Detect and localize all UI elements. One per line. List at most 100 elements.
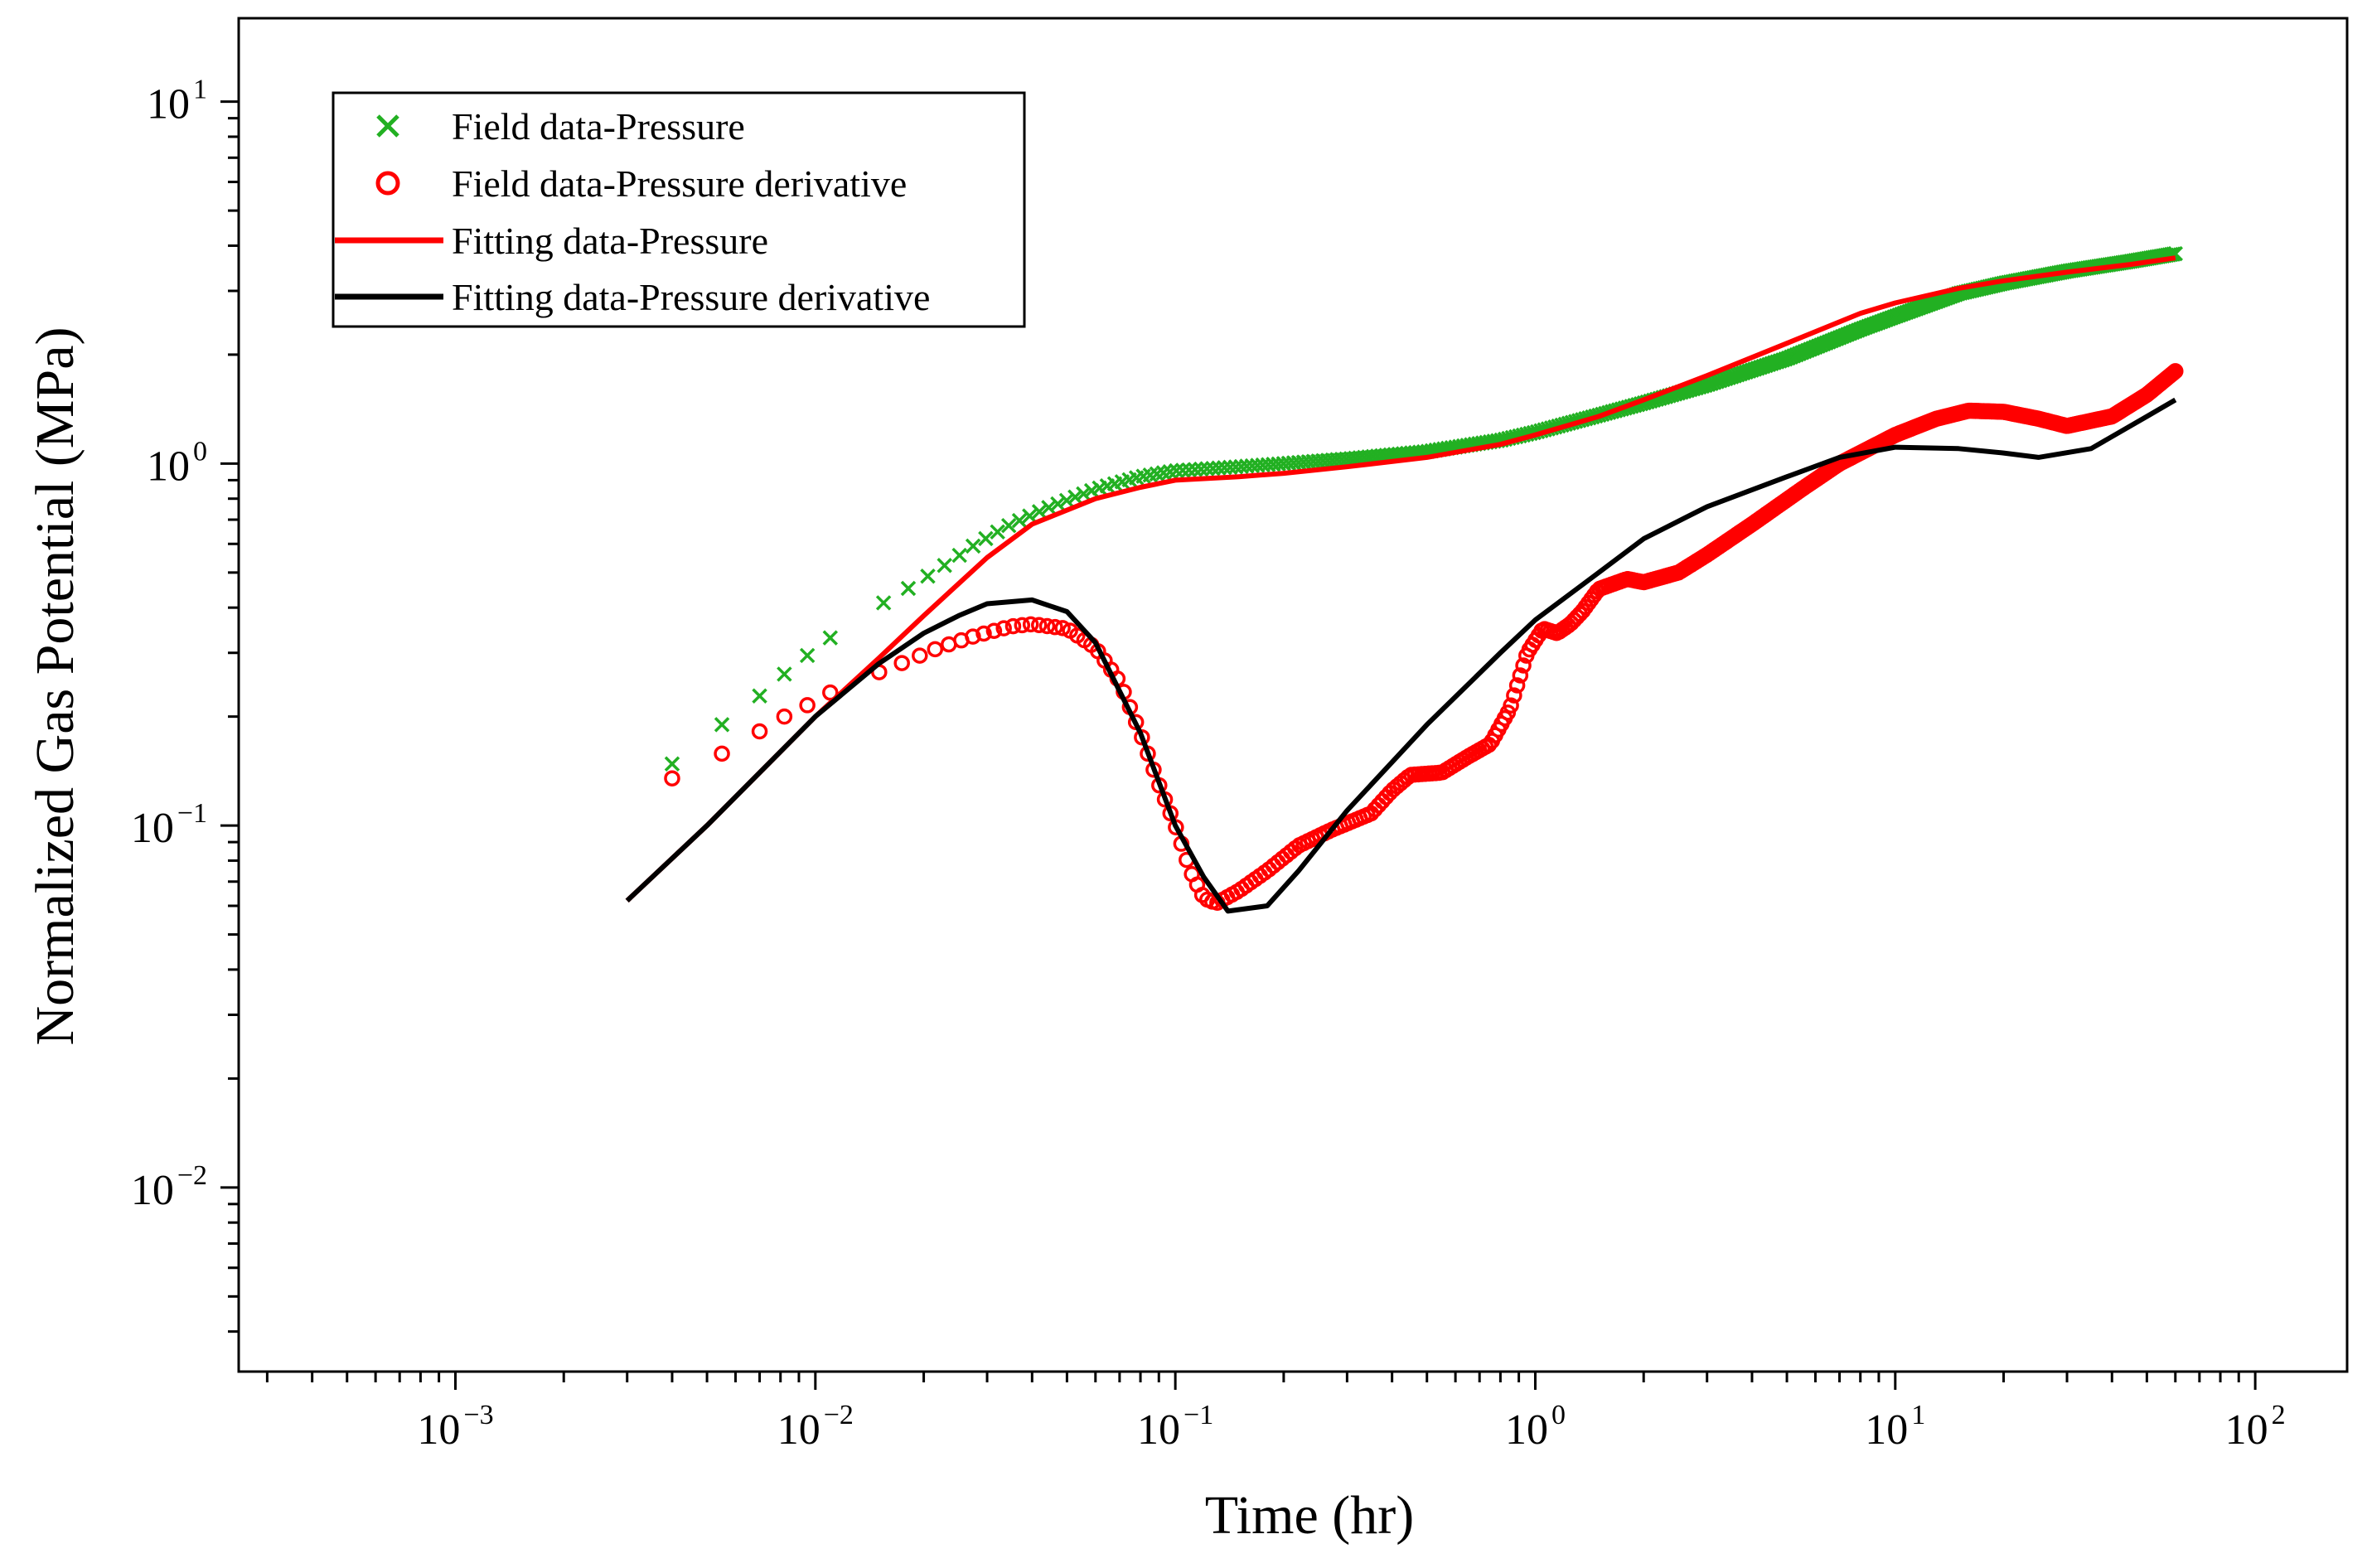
y-tick-base: 10: [131, 805, 174, 852]
data-point-x: [1199, 461, 1215, 477]
data-point-x: [1181, 462, 1197, 478]
x-tick-base: 10: [2225, 1406, 2268, 1454]
data-point-circle: [714, 745, 730, 762]
data-point-circle: [1014, 617, 1031, 634]
data-point-circle: [1047, 618, 1063, 636]
data-point-circle: [893, 655, 910, 671]
data-point-x: [937, 558, 952, 573]
data-point-circle: [1038, 617, 1056, 635]
y-tick-exponent: −1: [177, 798, 207, 829]
data-point-circle: [1004, 617, 1022, 635]
data-point-x: [1000, 517, 1017, 534]
data-point-x: [1174, 462, 1191, 478]
data-point-x: [978, 530, 994, 547]
y-tick-label: 10 −2: [131, 1160, 207, 1214]
y-tick-base: 10: [131, 1167, 174, 1214]
plot-frame: [237, 17, 2349, 1373]
data-point-circle: [1054, 620, 1071, 636]
x-tick-exponent: 2: [2272, 1400, 2286, 1430]
data-point-x: [1076, 486, 1092, 502]
data-point-circle: [799, 697, 816, 714]
x-tick-label: 10 1: [1865, 1400, 1925, 1454]
series-line: [625, 255, 2176, 903]
data-point-x: [714, 717, 730, 733]
x-tick-exponent: 0: [1551, 1400, 1566, 1430]
y-tick-base: 10: [147, 443, 190, 490]
x-tick-base: 10: [1505, 1406, 1548, 1454]
data-point-circle: [927, 641, 944, 658]
data-point-circle: [1506, 687, 1522, 704]
data-point-x: [1041, 500, 1057, 515]
x-tick-label: 10 2: [2225, 1400, 2286, 1454]
data-point-circle: [751, 723, 768, 740]
series-1: [664, 363, 2184, 911]
data-point-x: [951, 547, 967, 564]
legend-box: [332, 91, 1026, 328]
data-point-x: [1193, 461, 1209, 477]
data-point-circle: [985, 622, 1003, 639]
legend-label-field-derivative: Field data-Pressure derivative: [452, 162, 907, 205]
y-tick-exponent: 1: [193, 75, 207, 105]
y-tick-label: 10 1: [147, 75, 207, 128]
y-tick-exponent: −2: [177, 1160, 207, 1191]
data-point-x: [900, 580, 917, 597]
data-point-circle: [1515, 657, 1532, 674]
data-point-x: [990, 524, 1005, 540]
data-point-x: [965, 538, 981, 554]
data-point-x: [752, 688, 767, 704]
legend-marker-x-icon: [376, 114, 399, 138]
legend-label-fitting-derivative: Fitting data-Pressure derivative: [452, 276, 930, 318]
y-axis-title: Normalized Gas Potential (MPa): [25, 327, 85, 1046]
data-point-x: [777, 666, 792, 682]
data-point-x: [1187, 462, 1203, 477]
x-tick-base: 10: [417, 1406, 460, 1454]
data-point-circle: [776, 708, 793, 725]
x-tick-base: 10: [1137, 1406, 1180, 1454]
data-series-layer: [625, 245, 2184, 914]
legend-label-fitting-pressure: Fitting data-Pressure: [452, 220, 768, 262]
data-point-x: [1058, 492, 1075, 509]
data-point-circle: [1022, 616, 1039, 633]
data-point-circle: [995, 620, 1012, 636]
data-point-circle: [975, 625, 992, 642]
y-tick-base: 10: [147, 81, 190, 128]
x-tick-label: 10 0: [1505, 1400, 1566, 1454]
x-tick-base: 10: [1865, 1406, 1908, 1454]
x-tick-label: 10 −3: [417, 1400, 493, 1454]
data-point-circle: [1512, 667, 1529, 684]
data-point-x: [1022, 508, 1038, 524]
data-point-circle: [912, 647, 928, 664]
x-axis-title: Time (hr): [1205, 1485, 1414, 1546]
data-point-x: [664, 756, 680, 772]
data-point-circle: [664, 770, 680, 786]
data-point-x: [799, 647, 816, 664]
data-point-circle: [1508, 677, 1526, 694]
legend-marker-circle-icon: [375, 171, 400, 196]
data-point-x: [1031, 504, 1048, 520]
series-line: [625, 397, 2177, 914]
x-tick-exponent: −1: [1184, 1400, 1213, 1430]
x-axis: 10 −3 10 −2 10 −1 10 0 10 1 10 2: [265, 1372, 2286, 1454]
x-tick-exponent: −2: [824, 1400, 854, 1430]
y-tick-label: 10 −1: [131, 798, 207, 852]
data-point-x: [920, 569, 936, 584]
x-tick-base: 10: [777, 1406, 820, 1454]
data-point-x: [1067, 489, 1083, 506]
data-point-x: [1011, 512, 1028, 529]
legend-label-field-pressure: Field data-Pressure: [452, 105, 745, 148]
series-3: [625, 397, 2177, 914]
x-tick-exponent: −3: [463, 1400, 493, 1430]
legend: Field data-Pressure Field data-Pressure …: [332, 91, 1026, 328]
data-point-circle: [1503, 697, 1519, 714]
y-tick-exponent: 0: [193, 436, 207, 467]
x-tick-label: 10 −2: [777, 1400, 854, 1454]
data-point-circle: [822, 684, 839, 701]
y-tick-label: 10 0: [147, 436, 207, 490]
data-point-circle: [1031, 617, 1048, 633]
x-tick-exponent: 1: [1911, 1400, 1925, 1430]
data-point-circle: [2167, 363, 2184, 380]
data-point-x: [875, 595, 892, 611]
series-2: [625, 255, 2176, 903]
